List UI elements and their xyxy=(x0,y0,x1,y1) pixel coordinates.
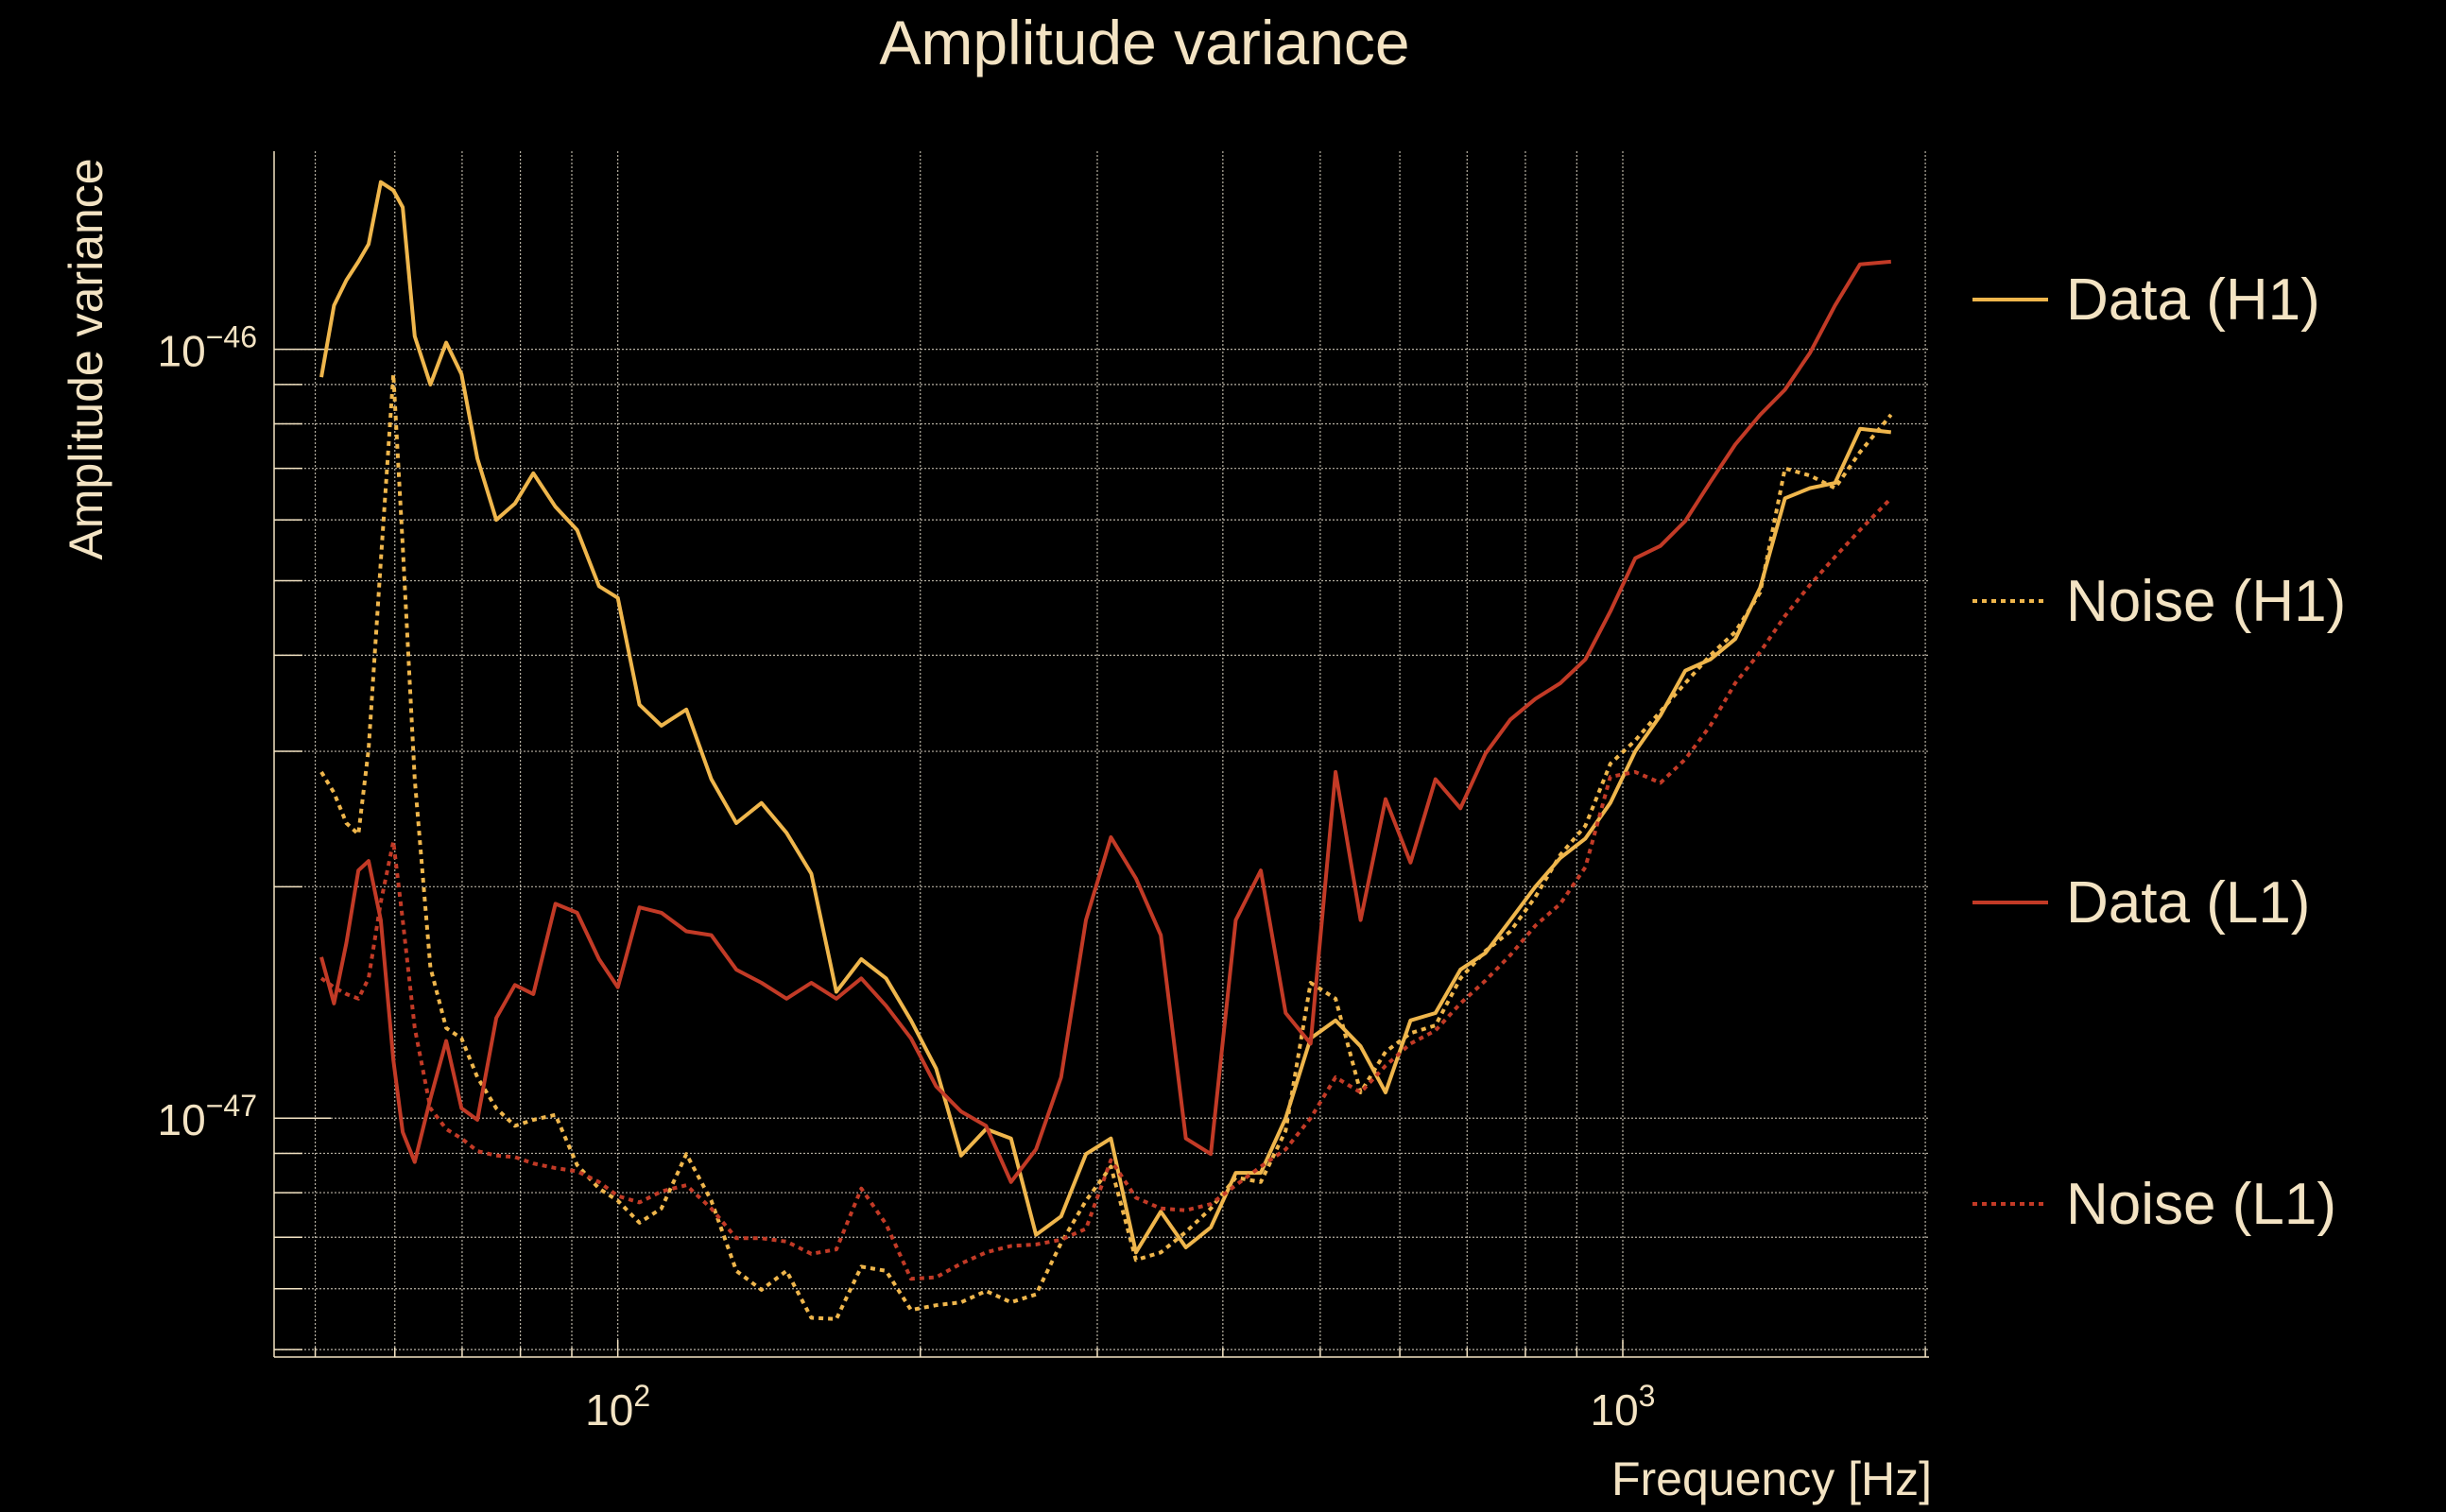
legend-label-noise-l1: Noise (L1) xyxy=(2066,1172,2336,1237)
series-line-noise-h1 xyxy=(319,372,1893,1321)
grid xyxy=(274,151,1929,1357)
x-tick-label: 102 xyxy=(585,1379,650,1435)
y-tick-labels: 10−46 10−47 xyxy=(158,320,257,1145)
x-tick-labels: 102 103 xyxy=(585,1379,1655,1435)
x-axis-label: Frequency [Hz] xyxy=(1611,1452,1932,1505)
legend-label-noise-h1: Noise (H1) xyxy=(2066,569,2346,634)
y-tick-label: 10−46 xyxy=(158,320,257,376)
chart-title: Amplitude variance xyxy=(879,8,1409,77)
y-axis-label: Amplitude variance xyxy=(60,158,112,559)
series-line-noise-l1 xyxy=(319,496,1893,1281)
legend-label-data-l1: Data (L1) xyxy=(2066,870,2310,936)
y-tick-label: 10−47 xyxy=(158,1089,257,1144)
x-tick-label: 103 xyxy=(1591,1379,1656,1435)
legend-label-data-h1: Data (H1) xyxy=(2066,267,2320,333)
series-lines xyxy=(319,180,1893,1321)
legend: Data (H1) Noise (H1) Data (L1) Noise (L1) xyxy=(1972,267,2346,1237)
axes xyxy=(273,151,1929,1358)
series-line-data-h1 xyxy=(319,180,1892,1255)
series-line-data-l1 xyxy=(319,259,1891,1184)
